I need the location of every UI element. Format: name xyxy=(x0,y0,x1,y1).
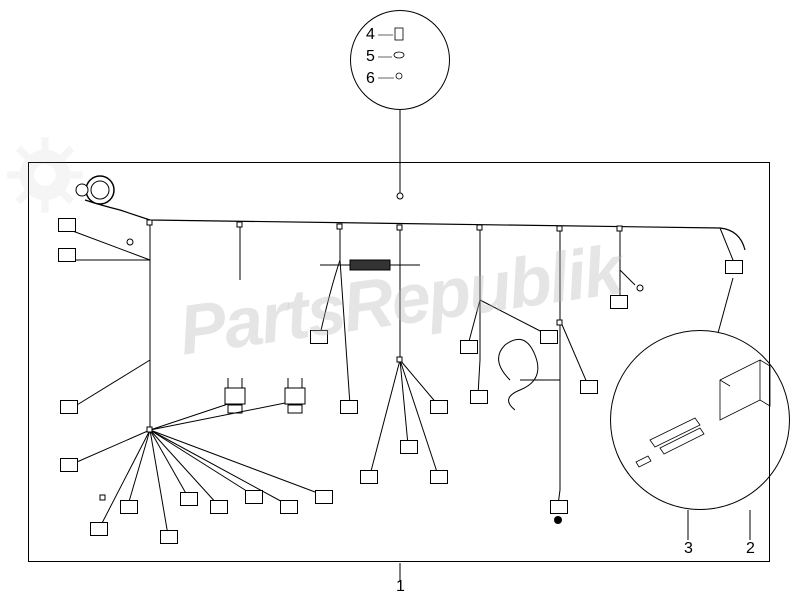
gear-icon xyxy=(0,130,90,220)
connector xyxy=(58,248,76,262)
label-3: 3 xyxy=(684,540,693,558)
connector xyxy=(340,400,358,414)
relay-2 xyxy=(285,378,305,413)
connector xyxy=(580,380,598,394)
label-1: 1 xyxy=(396,578,405,596)
callout-top xyxy=(350,10,450,110)
connector xyxy=(58,218,76,232)
callout-right xyxy=(610,330,790,510)
connector xyxy=(400,440,418,454)
label-6: 6 xyxy=(366,70,375,88)
connector xyxy=(430,470,448,484)
connector xyxy=(245,490,263,504)
connector xyxy=(470,390,488,404)
connector xyxy=(550,500,568,514)
connector xyxy=(460,340,478,354)
connector xyxy=(60,400,78,414)
connector xyxy=(90,522,108,536)
connector xyxy=(360,470,378,484)
label-4: 4 xyxy=(366,26,375,44)
connector xyxy=(120,500,138,514)
connector xyxy=(160,530,178,544)
label-5: 5 xyxy=(366,48,375,66)
label-2: 2 xyxy=(746,540,755,558)
connector xyxy=(610,295,628,309)
connector xyxy=(430,400,448,414)
connector xyxy=(180,492,198,506)
relay-1 xyxy=(225,378,245,413)
connector xyxy=(725,260,743,274)
connector xyxy=(210,500,228,514)
connector xyxy=(280,500,298,514)
connector xyxy=(315,490,333,504)
connector xyxy=(540,330,558,344)
connector xyxy=(310,330,328,344)
connector xyxy=(60,458,78,472)
